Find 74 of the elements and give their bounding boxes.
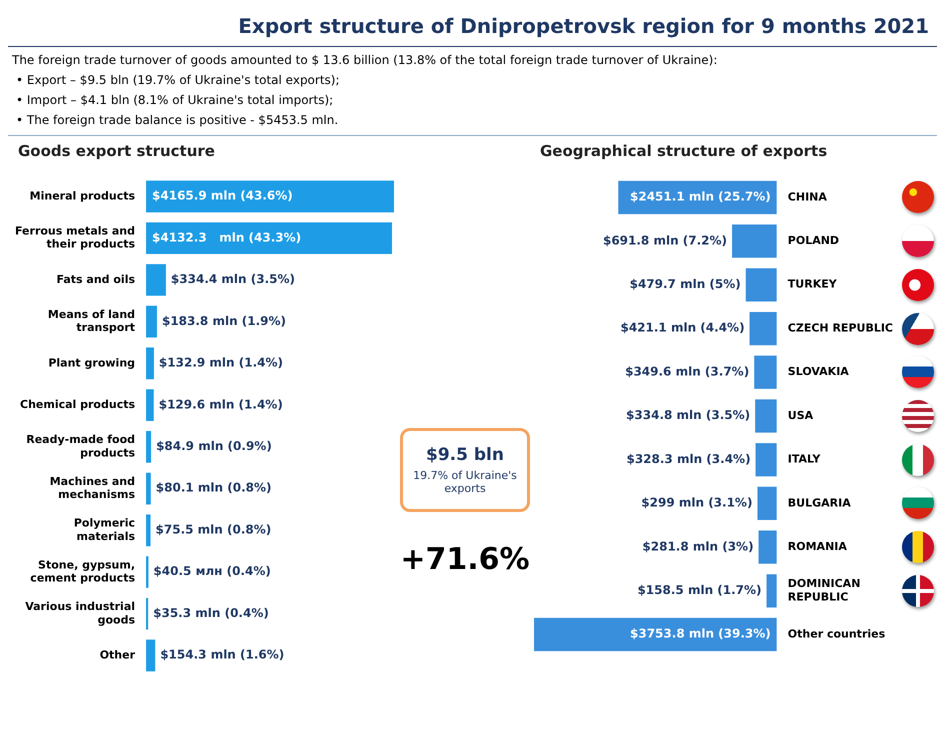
y-tick-label: Ready-made food products [26,433,136,460]
text: $9.5 bln [425,445,505,465]
y-tick-label: Mineral products [30,189,136,202]
data-label: $75.5 mln (0.8%) [156,522,272,536]
text: The foreign trade turnover of goods amounted to $ 13.6 billion (13.8% of the total foreign trade turnover of Ukraine): [11,52,718,67]
y-tick-label: BULGARIA [788,496,852,510]
y-tick-label: ITALY [788,452,822,466]
data-label: $4165.9 mln (43.6%) [152,188,293,203]
bar [750,312,777,346]
bar [146,389,154,421]
bar [756,443,777,476]
data-label: $4132.3 mln (43.3%) [152,230,302,244]
bar [146,306,157,338]
bar [146,348,154,380]
data-label: $349.6 mln (3.7%) [625,364,750,378]
data-label: $328.3 mln (3.4%) [626,452,751,466]
text: +71.6% [400,542,530,577]
y-tick-label: Means of land transport [48,308,136,334]
text: 19.7% of Ukraine's exports [412,469,518,495]
bar [146,640,156,672]
chart-title: Geographical structure of exports [540,142,828,160]
bar [146,264,166,296]
data-label: $691.8 mln (7.2%) [602,233,728,248]
y-tick-label: USA [788,408,814,422]
text: • Import – $4.1 bln (8.1% of Ukraine's total imports); [16,93,334,107]
text: • The foreign trade balance is positive - $5453.5 mln. [16,113,340,127]
y-tick-label: Stone, gypsum, cement products [30,558,136,585]
data-label: $281.8 mln (3%) [642,539,754,554]
bar [758,530,777,564]
data-label: $84.9 mln (0.9%) [156,438,272,453]
y-tick-label: Polymeric materials [74,516,136,543]
y-tick-label: ROMANIA [788,540,848,553]
data-label: $132.9 mln (1.4%) [158,356,284,370]
y-tick-label: CHINA [788,190,828,204]
y-tick-label: Other [100,648,136,662]
bar [534,618,777,652]
y-tick-label: CZECH REPUBLIC [788,321,894,334]
data-label: $421.1 mln (4.4%) [620,320,745,335]
chart-title: Goods export structure [18,142,216,160]
bar [757,486,777,520]
y-tick-label: SLOVAKIA [788,365,850,378]
text: Export structure of Dnipropetrovsk region for 9 months 2021 [8,8,937,47]
data-label: $129.6 mln (1.4%) [158,397,283,412]
data-label: $158.5 mln (1.7%) [637,582,762,597]
bar [732,224,777,258]
y-tick-label: Various industrial goods [25,600,136,626]
y-tick-label: Chemical products [20,398,136,411]
data-label: $2451.1 mln (25.7%) [630,190,771,204]
y-tick-label: Fats and oils [56,272,136,286]
data-label: $154.3 mln (1.6%) [160,648,284,662]
data-label: $479.7 mln (5%) [630,277,741,291]
data-label: $299 mln (3.1%) [641,496,752,510]
data-label: $183.8 mln (1.9%) [162,314,286,328]
data-label: $40.5 млн (0.4%) [153,564,271,578]
bar [146,222,392,254]
y-tick-label: POLAND [788,234,840,248]
y-tick-label: Plant growing [48,356,136,370]
y-tick-label: Ferrous metals and their products [14,224,136,251]
data-label: $334.4 mln (3.5%) [170,272,296,286]
bar [146,180,394,212]
data-label: $80.1 mln (0.8%) [156,480,272,495]
bar [746,268,777,302]
text: • Export – $9.5 bln (19.7% of Ukraine's total exports); [16,73,341,87]
y-tick-label: Other countries [788,627,886,640]
bar [755,399,777,433]
bar [754,356,777,389]
bar [766,574,777,608]
y-tick-label: DOMINICAN REPUBLIC [788,577,860,604]
data-label: $334.8 mln (3.5%) [626,408,750,422]
y-tick-label: Machines and mechanisms [50,474,136,502]
bar [146,472,151,504]
data-label: $35.3 mln (0.4%) [153,606,269,620]
y-tick-label: TURKEY [788,278,838,291]
data-label: $3753.8 mln (39.3%) [630,626,771,641]
